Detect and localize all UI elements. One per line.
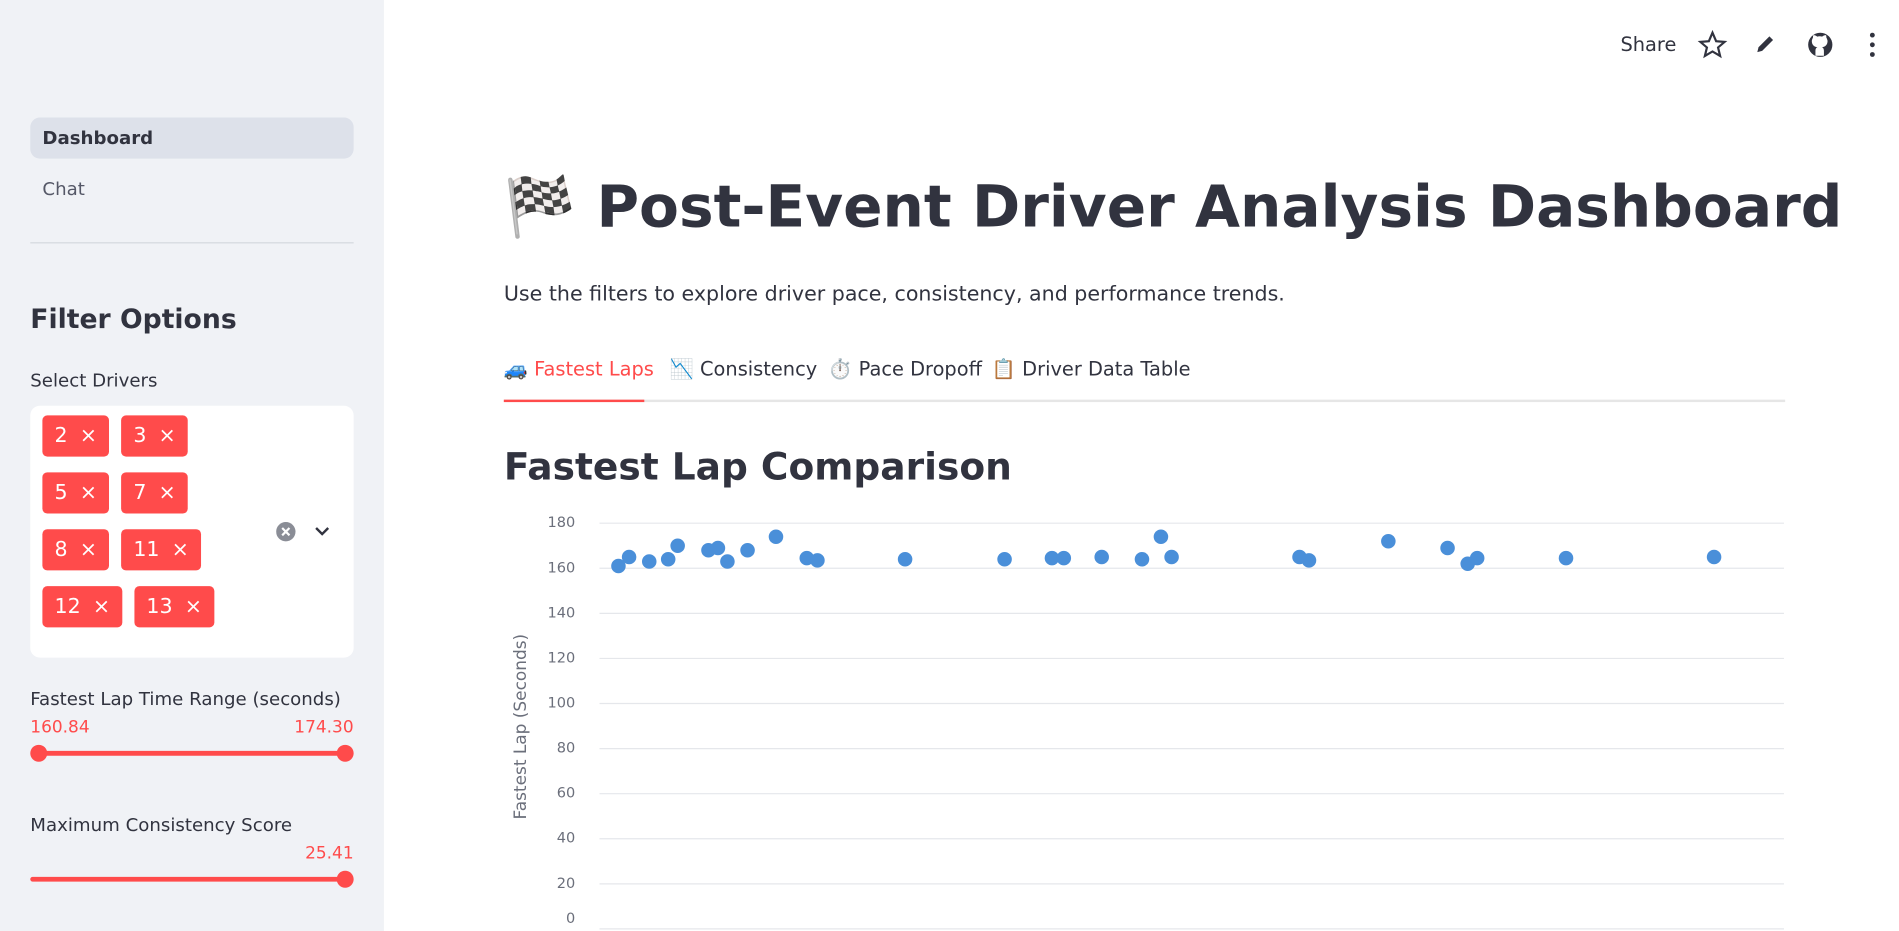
divider (30, 242, 354, 244)
point (720, 554, 735, 569)
point (897, 551, 913, 567)
point (621, 549, 637, 565)
point (740, 542, 755, 558)
driver-tag[interactable]: 12 (42, 586, 123, 628)
driver-tag[interactable]: 13 (134, 586, 215, 628)
point (1153, 529, 1169, 544)
tab[interactable]: ⏱️ Pace Dropoff (828, 357, 982, 381)
point (1469, 550, 1485, 566)
y-tick-label: 40 (557, 831, 575, 847)
chart-title: Fastest Lap Comparison (503, 445, 1012, 490)
scatter-chart: Fastest Lap (Seconds) 0 20 40 60 80 100 120 140… (510, 515, 1784, 930)
slider-track (38, 750, 346, 756)
driver-multiselect[interactable]: 23578 11 12 13 (30, 405, 354, 658)
point (1044, 550, 1060, 566)
consistency-max: 25.41 (305, 844, 354, 864)
point (611, 558, 626, 574)
select-controls[interactable] (276, 521, 337, 543)
lap-range-min: 160.84 (30, 718, 90, 738)
tag-list: 23578 11 12 13 (42, 415, 224, 628)
toolbar-icons (1697, 29, 1875, 59)
point (660, 551, 676, 567)
y-tick-label: 120 (548, 650, 576, 666)
y-tick-label: 20 (557, 876, 575, 892)
drivers-label: Select Drivers (30, 369, 158, 392)
point (810, 553, 825, 568)
tab[interactable]: 📋 Driver Data Table (991, 357, 1191, 381)
tab-rule (503, 399, 1786, 403)
y-tick-label: 160 (548, 560, 576, 576)
point (1164, 549, 1179, 565)
slider-handle[interactable] (30, 744, 48, 762)
point (1134, 551, 1150, 567)
y-tick-label: 100 (548, 696, 576, 712)
driver-tag[interactable]: 7 (121, 472, 188, 514)
page-caption: Use the filters to explore driver pace, … (503, 282, 1285, 307)
y-tick-label: 180 (548, 515, 576, 531)
point (641, 554, 657, 569)
point (1301, 553, 1317, 568)
lap-range-label: Fastest Lap Time Range (seconds) (30, 687, 341, 710)
point (1056, 550, 1072, 566)
point (1440, 540, 1455, 556)
tab[interactable]: 🚙 Fastest Laps (503, 357, 654, 381)
point (710, 540, 726, 556)
driver-tag[interactable]: 11 (121, 529, 202, 571)
point (1381, 533, 1396, 549)
point (997, 551, 1012, 567)
filter-title: Filter Options (30, 305, 237, 336)
driver-tag[interactable]: 2 (42, 415, 110, 457)
y-tick-label: 140 (548, 605, 576, 621)
page-title: 🏁 Post-Event Driver Analysis Dashboard (503, 173, 1843, 242)
driver-tag[interactable]: 3 (121, 415, 188, 457)
consistency-label: Maximum Consistency Score (30, 813, 293, 836)
share-button[interactable]: Share (1620, 32, 1677, 56)
tab-active-indicator (503, 399, 645, 403)
y-tick-label: 60 (557, 786, 575, 802)
sidebar: Dashboard Chat Filter Options Select Dri… (0, 0, 384, 931)
tab-bar: 🚙 Fastest Laps 📉 Consistency ⏱️ Pace Dropo… (503, 0, 1786, 403)
y-tick-label: 80 (557, 741, 575, 757)
lap-range-max: 174.30 (294, 718, 354, 738)
driver-tag[interactable]: 5 (42, 472, 110, 514)
point (1094, 549, 1109, 565)
nav-item[interactable]: Chat (42, 178, 85, 200)
point (1558, 550, 1574, 566)
nav-item[interactable]: Dashboard (30, 117, 354, 159)
tab[interactable]: 📉 Consistency (669, 357, 818, 381)
y-tick-label: 0 (566, 911, 575, 927)
point (1706, 549, 1722, 565)
slider-track (30, 876, 346, 882)
y-axis-label: Fastest Lap (Seconds) (510, 634, 530, 820)
point (670, 538, 685, 554)
point (768, 529, 784, 544)
slider-handle[interactable] (336, 744, 354, 762)
driver-tag[interactable]: 8 (42, 529, 110, 571)
slider-handle[interactable] (336, 870, 354, 888)
